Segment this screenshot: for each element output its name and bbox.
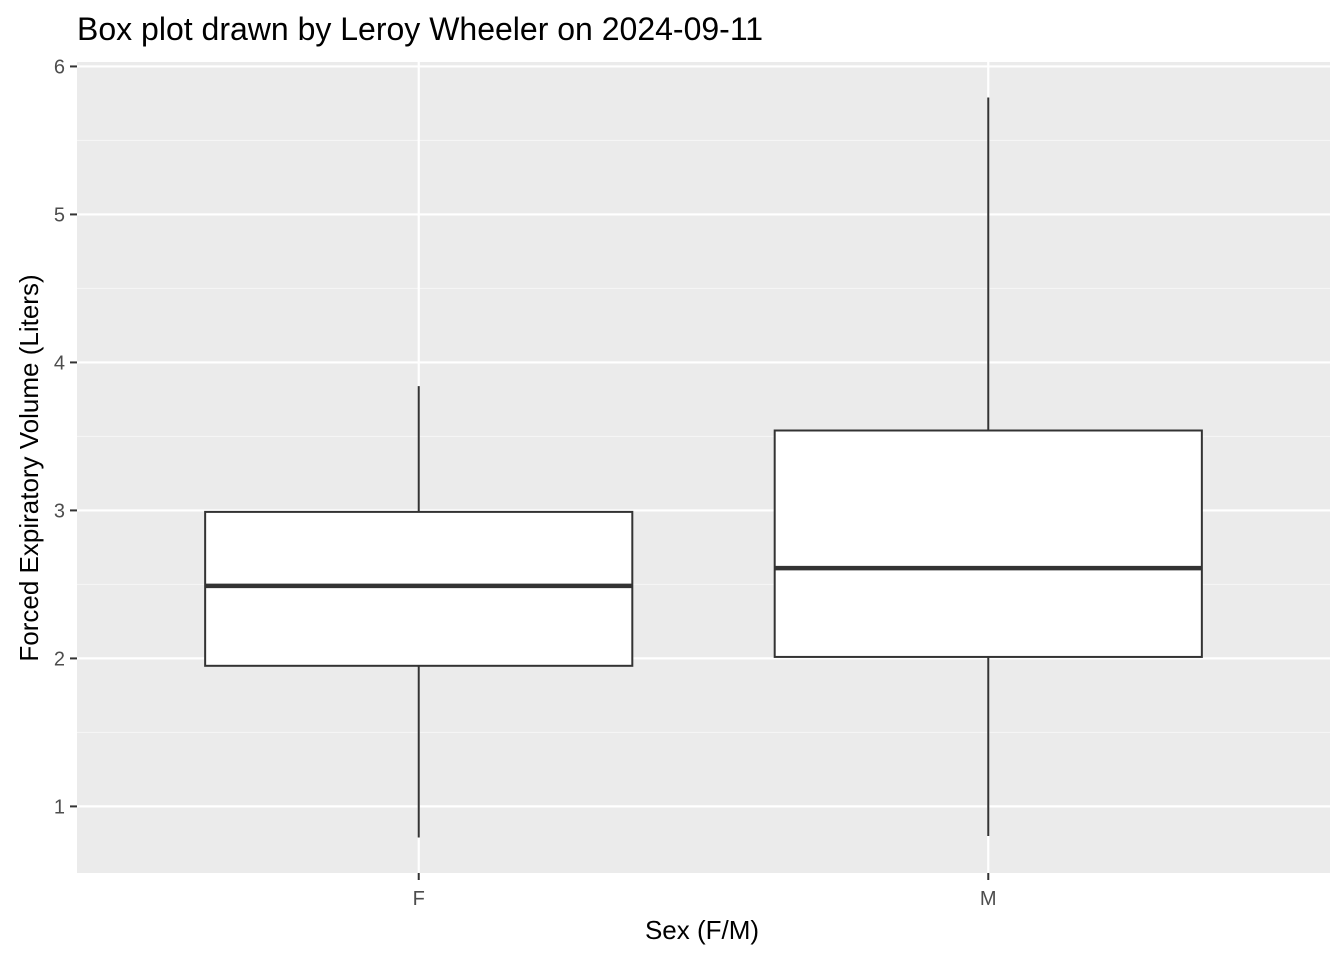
x-tick-label: M [980,888,997,910]
marks-layer [204,97,1203,838]
axis-layer: 1 2 3 4 5 6 F M [54,56,997,910]
y-axis-title: Forced Expiratory Volume (Liters) [14,274,44,661]
x-tick-label: F [413,888,425,910]
y-tick-label: 4 [54,352,65,374]
y-tick-label: 5 [54,204,65,226]
y-tick-label: 1 [54,796,65,818]
y-tick-label: 3 [54,500,65,522]
box-iqr [204,510,634,667]
x-axis-title: Sex (F/M) [645,915,759,945]
y-tick-label: 6 [54,56,65,78]
box-group-m [773,97,1203,837]
box-iqr [773,429,1203,658]
box-group-f [204,386,634,838]
y-tick-label: 2 [54,648,65,670]
chart-title: Box plot drawn by Leroy Wheeler on 2024-… [77,11,763,47]
